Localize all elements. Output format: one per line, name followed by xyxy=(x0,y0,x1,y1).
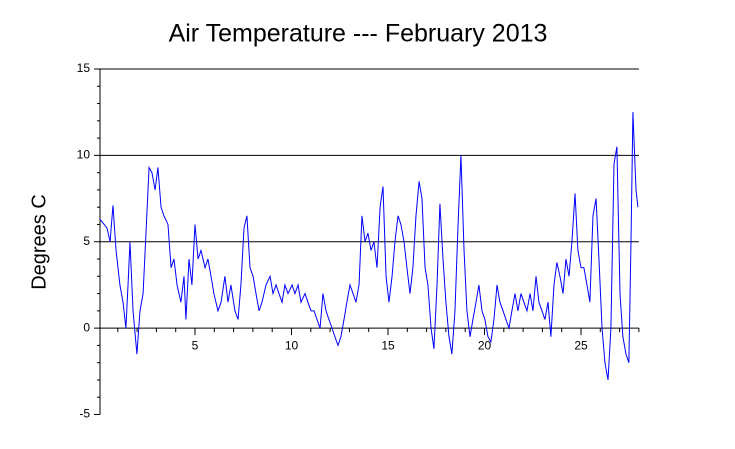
y-tick-label: 5 xyxy=(83,234,90,248)
x-tick-label: 15 xyxy=(381,338,395,352)
y-tick-label: 0 xyxy=(83,320,90,334)
x-tick-label: 25 xyxy=(574,338,588,352)
y-tick-label: 15 xyxy=(77,61,91,75)
x-tick-label: 20 xyxy=(478,338,492,352)
y-axis-label: Degrees C xyxy=(28,194,50,290)
x-tick-label: 10 xyxy=(285,338,299,352)
chart-title: Air Temperature --- February 2013 xyxy=(169,20,548,48)
temperature-line xyxy=(99,112,639,381)
y-tick-label: -5 xyxy=(79,407,90,421)
x-tick-label: 5 xyxy=(192,338,199,352)
y-tick-label: 10 xyxy=(77,148,91,162)
